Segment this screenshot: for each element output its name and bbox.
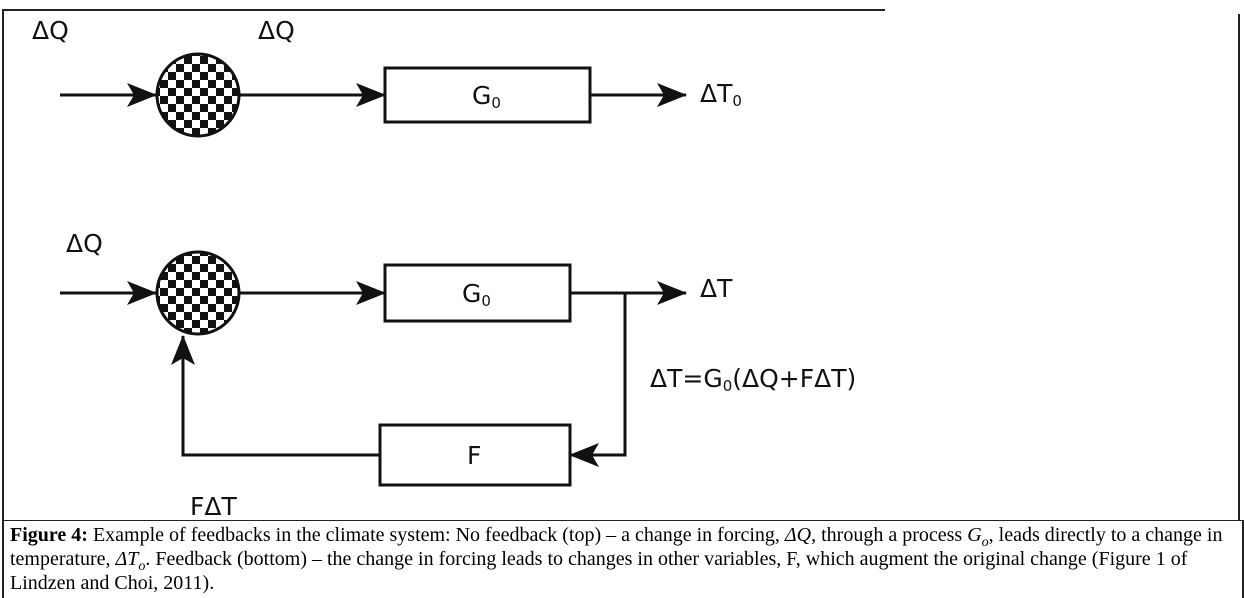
feedback-label: F	[467, 441, 481, 470]
caption: Figure 4: Example of feedbacks in the cl…	[2, 520, 1244, 598]
caption-run: . Feedback (bottom) – the change in forc…	[10, 548, 1188, 594]
connectors	[60, 83, 687, 467]
process-sub: 0	[491, 94, 501, 112]
feedback-box	[378, 423, 572, 487]
caption-run: ΔT	[115, 548, 139, 570]
summing-junction	[155, 250, 241, 336]
equation-sub: 0	[723, 377, 733, 395]
diagram: ΔQ ΔQ G0 ΔT0 ΔQ G0 ΔT F FΔT ΔT=G0(ΔQ+FΔT…	[2, 9, 1240, 520]
mid-label: ΔQ	[258, 16, 295, 45]
caption-run: o	[981, 535, 989, 550]
input-label: ΔQ	[32, 16, 69, 45]
process-sub: 0	[481, 292, 491, 310]
process-label: G0	[462, 279, 491, 310]
frame	[2, 9, 1240, 520]
feedback-signal-label: FΔT	[190, 492, 237, 520]
output-sub: 0	[732, 92, 742, 110]
process-box	[383, 66, 592, 124]
caption-run: , leads directly to a change in temperat…	[10, 524, 1223, 570]
output-label: ΔT0	[700, 79, 742, 110]
input-label: ΔQ	[66, 229, 103, 258]
process-label: G0	[472, 81, 501, 112]
caption-run: G	[967, 524, 982, 546]
caption-run: o	[138, 559, 146, 574]
equation-after: (ΔQ+FΔT)	[732, 364, 856, 393]
process-box	[383, 263, 572, 323]
process-main: G	[462, 279, 481, 308]
output-label: ΔT	[700, 274, 733, 303]
caption-run: ΔQ	[784, 524, 812, 546]
equation: ΔT=G0(ΔQ+FΔT)	[650, 364, 856, 395]
summing-junction	[155, 52, 241, 138]
equation-before: ΔT=G	[650, 364, 723, 393]
process-main: G	[472, 81, 491, 110]
caption-run: , through a process	[811, 524, 968, 546]
caption-run: Figure 4:	[10, 524, 88, 546]
caption-run: Example of feedbacks in the climate syst…	[87, 524, 785, 546]
output-main: ΔT	[700, 79, 733, 108]
